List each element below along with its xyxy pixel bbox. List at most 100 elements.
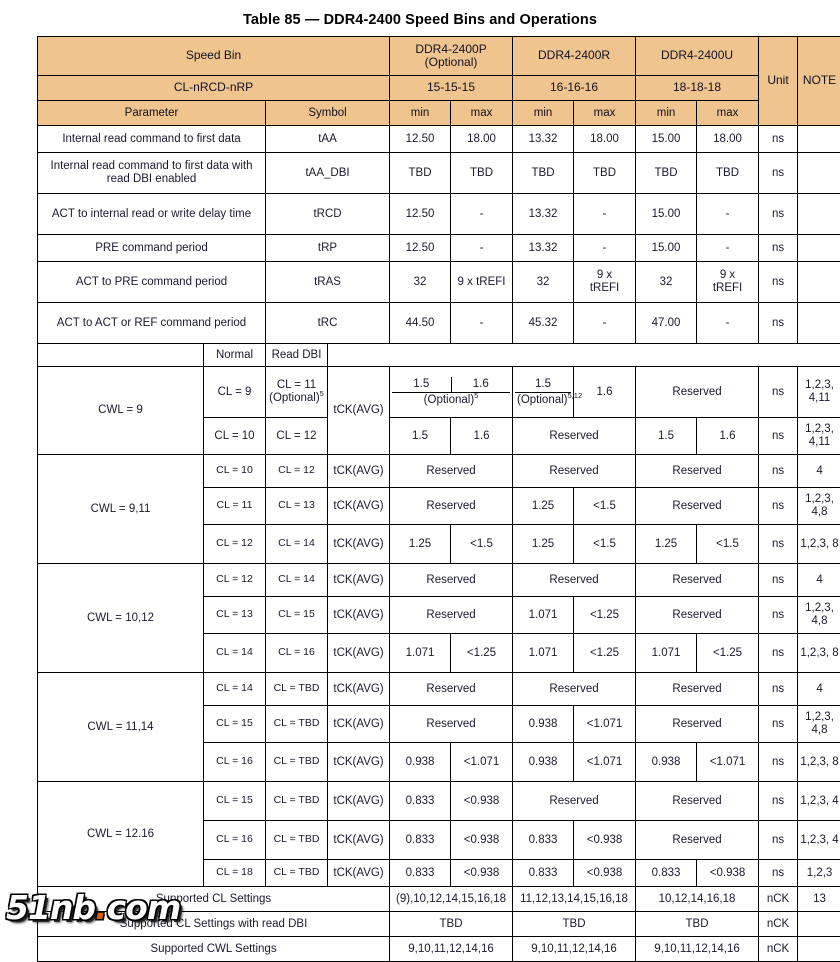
table-row: CWL = 12.16 CL = 15 CL = TBD tCK(AVG) 0.… <box>38 782 840 821</box>
header-row-cl-nrcd-nrp: CL-nRCD-nRP 15-15-15 16-16-16 18-18-18 <box>38 76 840 101</box>
cell-u-min: TBD <box>636 153 697 194</box>
cell-cl-read-dbi: CL = 11 (Optional)5 <box>266 367 328 418</box>
cell-unit: ns <box>759 706 798 743</box>
cell-u-min: 32 <box>636 262 697 303</box>
cell-cl-read-dbi: CL = 14 <box>266 525 328 564</box>
page-title: Table 85 — DDR4-2400 Speed Bins and Oper… <box>0 0 840 36</box>
row-parameter: Internal read command to first data <box>38 126 266 153</box>
cell-note: 1,2,3, 4 <box>798 821 840 860</box>
cell-cl-normal: CL = 9 <box>204 367 266 418</box>
cell-r-min: 13.32 <box>513 194 574 235</box>
cl-subheader-normal: Normal <box>204 344 266 367</box>
cell-u-min: 1.5 <box>636 418 697 455</box>
cell-unit: ns <box>759 597 798 634</box>
cell-p-span: Reserved <box>390 488 513 525</box>
cell-r-min: 13.32 <box>513 126 574 153</box>
cell-p-min: TBD <box>390 153 451 194</box>
cell-p-max: 1.6 <box>451 377 510 392</box>
cell-cl-normal: CL = 10 <box>204 455 266 488</box>
cell-r-max: <1.5 <box>574 525 636 564</box>
cell-cl-normal: CL = 15 <box>204 706 266 743</box>
cell-cl-read-dbi: CL = 14 <box>266 564 328 597</box>
summary-r: 9,10,11,12,14,16 <box>513 937 636 962</box>
cell-symbol-tck: tCK(AVG) <box>328 706 390 743</box>
cell-r-span: Reserved <box>513 564 636 597</box>
cell-note: 4 <box>798 455 840 488</box>
r-optional-text: (Optional) <box>517 394 568 406</box>
cell-p-max: - <box>451 303 513 344</box>
row-parameter: Internal read command to first data with… <box>38 153 266 194</box>
header-note: NOTE <box>798 37 840 126</box>
cell-p-max: <0.938 <box>451 860 513 887</box>
cell-u-max: TBD <box>697 153 759 194</box>
cell-note <box>798 912 840 937</box>
cell-p-max: <0.938 <box>451 782 513 821</box>
cell-p-max: - <box>451 235 513 262</box>
cell-unit: ns <box>759 488 798 525</box>
cell-unit: nCK <box>759 937 798 962</box>
header-bin-ddr4-2400u: DDR4-2400U <box>636 37 759 76</box>
ddr4-2400-speed-bin-table: Speed Bin DDR4-2400P (Optional) DDR4-240… <box>37 36 840 962</box>
cell-unit: ns <box>759 418 798 455</box>
row-symbol: tAA <box>266 126 390 153</box>
summary-p: TBD <box>390 912 513 937</box>
cwl-group-label: CWL = 9,11 <box>38 455 204 564</box>
cell-cl-normal: CL = 16 <box>204 743 266 782</box>
cell-cl-normal: CL = 12 <box>204 564 266 597</box>
cell-note: 4 <box>798 564 840 597</box>
cell-r-min: 0.938 <box>513 743 574 782</box>
cell-cl-normal: CL = 14 <box>204 673 266 706</box>
cell-symbol-tck: tCK(AVG) <box>328 860 390 887</box>
cwl-group-label: CWL = 10,12 <box>38 564 204 673</box>
cell-r-max: 18.00 <box>574 126 636 153</box>
header-bin-ddr4-2400p: DDR4-2400P (Optional) <box>390 37 513 76</box>
summary-u: 9,10,11,12,14,16 <box>636 937 759 962</box>
cell-unit: ns <box>759 860 798 887</box>
cell-cl-read-dbi: CL = TBD <box>266 673 328 706</box>
cl-subheader-row: Normal Read DBI <box>38 344 840 367</box>
cell-r-min: 13.32 <box>513 235 574 262</box>
cell-u-max: <1.071 <box>697 743 759 782</box>
cl-dbi-footnote: 5 <box>320 389 324 398</box>
cell-u-span: Reserved <box>636 821 759 860</box>
cell-unit: ns <box>759 634 798 673</box>
cell-symbol-tck: tCK(AVG) <box>328 367 390 455</box>
cell-unit: ns <box>759 367 798 418</box>
cell-note: 1,2,3, 8 <box>798 525 840 564</box>
summary-u: TBD <box>636 912 759 937</box>
cell-unit: ns <box>759 673 798 706</box>
header-unit: Unit <box>759 37 798 126</box>
cell-unit: ns <box>759 525 798 564</box>
cell-r-min: 0.833 <box>513 860 574 887</box>
cell-note <box>798 303 840 344</box>
cell-p-min: 0.833 <box>390 860 451 887</box>
cell-r-min: 45.32 <box>513 303 574 344</box>
cell-p-span: Reserved <box>390 455 513 488</box>
cell-symbol-tck: tCK(AVG) <box>328 525 390 564</box>
cell-symbol-tck: tCK(AVG) <box>328 455 390 488</box>
cell-note: 1,2,3, 8 <box>798 634 840 673</box>
cell-r-max: - <box>574 235 636 262</box>
cell-cl-normal: CL = 12 <box>204 525 266 564</box>
bin-sub: (Optional) <box>392 56 510 69</box>
cell-r-max: <1.071 <box>574 743 636 782</box>
cell-p-max: 9 x tREFI <box>451 262 513 303</box>
cwl-group-label: CWL = 12.16 <box>38 782 204 887</box>
table-row: Supported CWL Settings 9,10,11,12,14,16 … <box>38 937 840 962</box>
summary-label: Supported CL Settings <box>38 887 390 912</box>
cwl-group-label: CWL = 11,14 <box>38 673 204 782</box>
header-timing-r: 16-16-16 <box>513 76 636 101</box>
summary-u: 10,12,14,16,18 <box>636 887 759 912</box>
cell-p-min: 12.50 <box>390 126 451 153</box>
cell-unit: ns <box>759 194 798 235</box>
summary-r: TBD <box>513 912 636 937</box>
cell-r-min: 0.938 <box>513 706 574 743</box>
cwl-group-label: CWL = 9 <box>38 367 204 455</box>
cell-r-max: <0.938 <box>574 860 636 887</box>
summary-r: 11,12,13,14,15,16,18 <box>513 887 636 912</box>
cell-symbol-tck: tCK(AVG) <box>328 821 390 860</box>
table-row: CWL = 9 CL = 9 CL = 11 (Optional)5 tCK(A… <box>38 367 840 418</box>
cell-r-max: <1.071 <box>574 706 636 743</box>
cl-dbi-line2: (Optional)5 <box>268 392 325 405</box>
row-symbol: tRAS <box>266 262 390 303</box>
